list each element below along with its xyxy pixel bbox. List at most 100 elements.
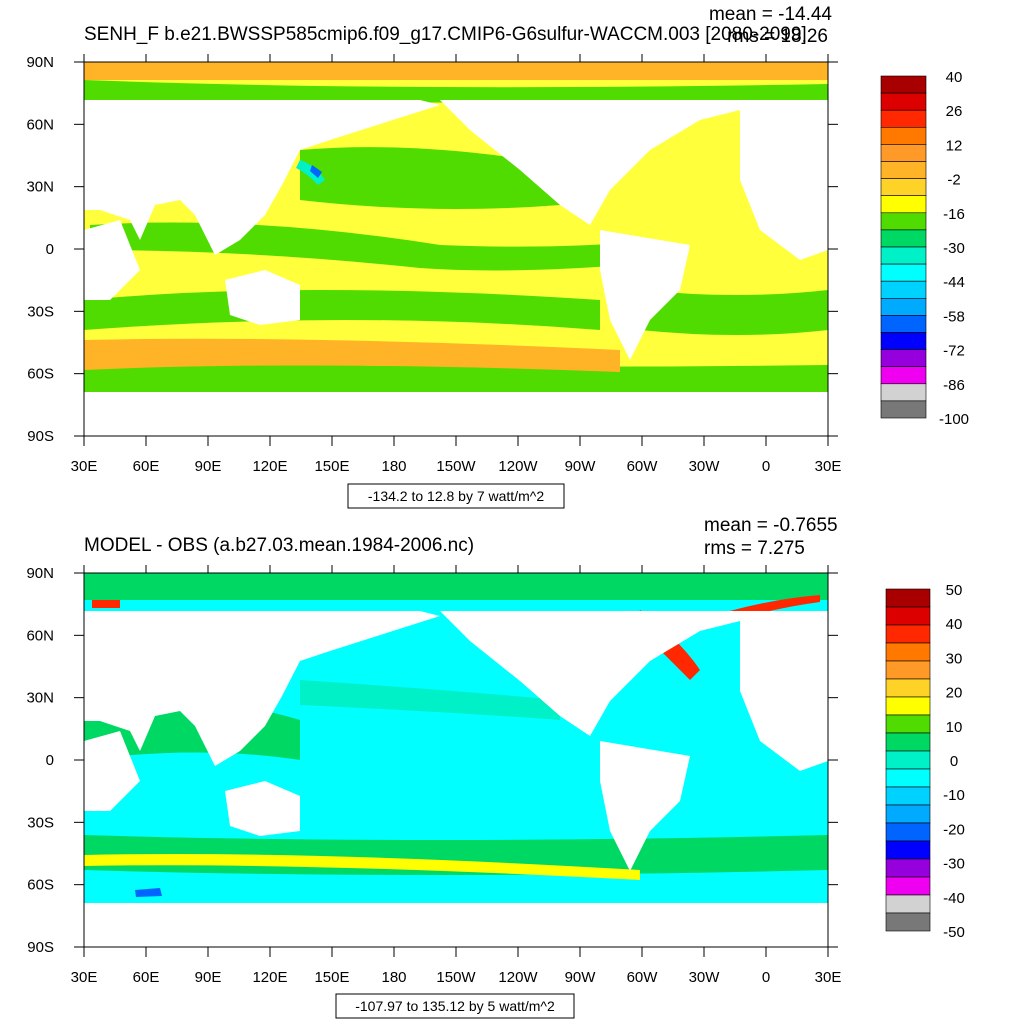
y-tick-label: 30N xyxy=(26,179,54,196)
colorbar-cell xyxy=(880,246,927,265)
colorbar-cell xyxy=(885,786,931,806)
y-tick-label: 30S xyxy=(27,303,54,320)
x-tick-label: 30W xyxy=(689,969,721,986)
panel-1-title: SENH_F b.e21.BWSSP585cmip6.f09_g17.CMIP6… xyxy=(84,24,807,45)
x-tick-label: 120W xyxy=(498,969,538,986)
colorbar-label: 10 xyxy=(946,719,963,736)
colorbar-cell xyxy=(880,349,927,368)
land-africa xyxy=(84,731,140,811)
field-band xyxy=(640,290,828,335)
land-masses xyxy=(84,100,828,436)
colorbar-cell xyxy=(880,109,927,128)
y-tick-label: 0 xyxy=(46,752,54,769)
y-tick-label: 30N xyxy=(26,690,54,707)
y-tick-label: 0 xyxy=(46,241,54,258)
colorbar-cell xyxy=(885,894,931,914)
colorbar-cell xyxy=(880,366,927,385)
colorbar-label: -40 xyxy=(943,890,965,907)
colorbar-cell xyxy=(880,127,927,145)
colorbar-cell xyxy=(880,161,927,179)
y-tick-label: 90N xyxy=(26,54,54,71)
colorbar-label: 40 xyxy=(946,69,963,86)
colorbar-cell xyxy=(880,315,927,333)
colorbar-cell xyxy=(880,332,927,350)
y-tick-label: 90S xyxy=(27,939,54,956)
x-tick-label: 150E xyxy=(314,458,349,475)
panel-2-mean: mean = -0.7655 xyxy=(704,515,838,536)
colorbar-cell xyxy=(885,678,931,698)
colorbar-cell xyxy=(880,178,927,197)
field-band xyxy=(84,290,600,330)
colorbar-cell xyxy=(880,400,927,419)
land-australia xyxy=(225,270,300,325)
field-band xyxy=(84,573,828,600)
colorbar-cell xyxy=(885,804,931,824)
y-tick-label: 60S xyxy=(27,877,54,894)
colorbar-label: -10 xyxy=(943,787,965,804)
land-eurasia xyxy=(84,611,440,766)
land-australia xyxy=(225,781,300,836)
field-band xyxy=(300,680,560,720)
colorbar-cell xyxy=(885,732,931,752)
colorbar-cell xyxy=(885,624,931,644)
panel-1-axes: 30E 60E 90E 120E 150E 180 150W 120W 90W 60W 30W 0 30… xyxy=(26,54,841,475)
x-tick-label: 30E xyxy=(815,458,842,475)
field-band xyxy=(84,62,828,80)
land-antarctica xyxy=(84,392,828,436)
land-masses xyxy=(84,611,828,947)
y-tick-label: 30S xyxy=(27,814,54,831)
y-tick-label: 60S xyxy=(27,366,54,383)
field-band xyxy=(84,338,620,372)
colorbar-label: -2 xyxy=(947,172,960,189)
panel-2-info-box xyxy=(335,993,575,1019)
x-tick-label: 90W xyxy=(565,969,597,986)
x-tick-label: 60E xyxy=(133,458,160,475)
colorbar-label: 20 xyxy=(946,685,963,702)
y-tick-label: 60N xyxy=(26,627,54,644)
colorbar-cell xyxy=(885,588,931,608)
colorbar-label: -50 xyxy=(943,924,965,941)
colorbar-cell xyxy=(885,714,931,734)
colorbar-cell xyxy=(885,660,931,680)
colorbar-cell xyxy=(880,75,927,94)
field-band xyxy=(135,888,162,897)
colorbar-label: 40 xyxy=(946,616,963,633)
colorbar-label: -72 xyxy=(943,343,965,360)
colorbar-cell xyxy=(880,383,927,402)
panel-1: SENH_F b.e21.BWSSP585cmip6.f09_g17.CMIP6… xyxy=(26,4,969,509)
panel-2-axes: 30E 60E 90E 120E 150E 180 150W 120W 90W 60W 30W 0 30… xyxy=(26,565,841,986)
x-tick-label: 0 xyxy=(762,969,770,986)
land-south-america xyxy=(600,230,690,360)
y-tick-label: 60N xyxy=(26,116,54,133)
field-band xyxy=(300,147,560,209)
y-tick-label: 90S xyxy=(27,428,54,445)
x-tick-label: 90W xyxy=(565,458,597,475)
x-tick-label: 120W xyxy=(498,458,538,475)
colorbar-cell xyxy=(885,822,931,842)
land-north-america xyxy=(440,611,780,736)
panel-2: MODEL - OBS (a.b27.03.mean.1984-2006.nc)… xyxy=(26,515,965,1019)
colorbar-label: -16 xyxy=(943,206,965,223)
colorbar-cell xyxy=(885,696,931,716)
panel-2-colorbar: 50 40 30 20 10 0 -10 -20 -30 -40 -50 xyxy=(885,582,965,941)
colorbar-label: -30 xyxy=(943,856,965,873)
colorbar-cell xyxy=(880,297,927,316)
colorbar-label: -30 xyxy=(943,240,965,257)
colorbar-cell xyxy=(885,858,931,878)
colorbar-cell xyxy=(880,195,927,214)
x-tick-label: 180 xyxy=(381,458,406,475)
x-tick-label: 90E xyxy=(195,969,222,986)
colorbar-label: 30 xyxy=(946,650,963,667)
field-band xyxy=(296,160,325,185)
x-tick-label: 30E xyxy=(815,969,842,986)
field-band xyxy=(84,80,828,103)
field-band xyxy=(92,600,120,608)
x-tick-label: 120E xyxy=(252,969,287,986)
land-africa-east xyxy=(740,100,828,260)
field-band xyxy=(310,165,322,178)
land-eurasia xyxy=(84,100,440,255)
x-tick-label: 150W xyxy=(436,458,476,475)
x-tick-label: 30E xyxy=(71,458,98,475)
land-africa xyxy=(84,220,140,300)
